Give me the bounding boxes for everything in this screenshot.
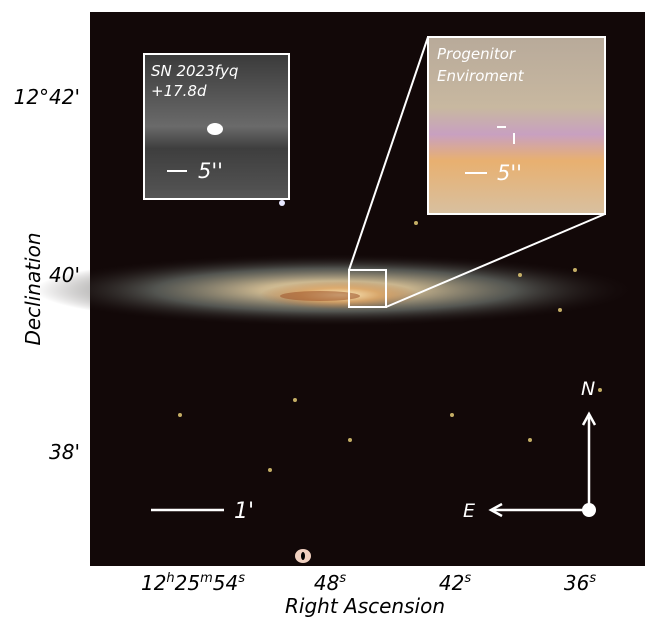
compass: N E [463,378,597,522]
y-tick-label: 12°42' [14,85,80,109]
x-tick-label: 12h25m54s [141,571,245,595]
inset-scale-label: 5'' [497,161,522,185]
inset-title: Progenitor [437,45,516,63]
compass-east: E [463,500,475,522]
inset-title-2: Enviroment [437,67,525,85]
connector-line [348,36,429,271]
zoom-region-box [348,269,387,308]
inset-scale-label: 5'' [198,159,223,183]
inset-epoch: +17.8d [151,82,207,100]
x-tick-label: 36s [564,571,596,595]
scale-bar-label: 1' [234,499,254,524]
x-tick-label: 48s [314,571,346,595]
y-axis-label: Declination [21,232,45,345]
y-tick-label: 40' [49,263,80,287]
supernova-source [207,123,223,135]
connector-line [385,213,606,308]
inset-sn-2023fyq: SN 2023fyq +17.8d 5'' [143,53,290,200]
y-tick-label: 38' [49,440,80,464]
x-axis-label: Right Ascension [285,594,445,618]
inset-progenitor-environment: Progenitor Enviroment 5'' [427,36,606,215]
x-tick-label: 42s [439,571,471,595]
inset-title: SN 2023fyq [151,62,238,80]
compass-north: N [581,378,595,400]
